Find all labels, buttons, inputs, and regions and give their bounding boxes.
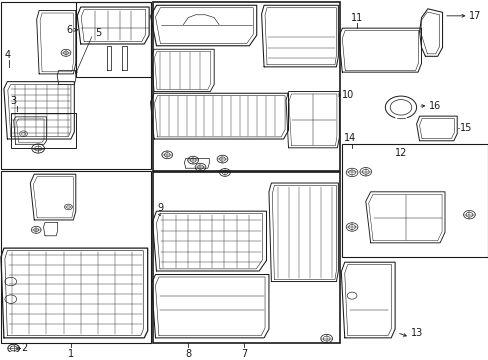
Text: 12: 12 [394,148,407,158]
Bar [342,144,487,257]
Text: 2: 2 [21,343,27,354]
Text: 15: 15 [459,123,471,134]
Bar [1,171,150,343]
Bar [152,172,339,343]
Text: 17: 17 [468,11,481,21]
Text: 16: 16 [428,100,441,111]
Text: 13: 13 [410,328,422,338]
Text: 7: 7 [241,350,247,360]
Bar [11,113,76,148]
Bar [152,2,339,171]
Text: 8: 8 [185,350,191,360]
Text: 6: 6 [66,25,72,35]
Text: 11: 11 [350,13,363,23]
Text: 3: 3 [11,96,17,105]
Text: 4: 4 [5,50,11,60]
Text: 1: 1 [68,350,74,360]
Text: 9: 9 [157,203,163,213]
Bar [76,2,150,77]
Bar [1,2,150,169]
Text: 5: 5 [95,28,102,39]
Text: 14: 14 [343,132,355,143]
Text: 10: 10 [342,90,354,100]
